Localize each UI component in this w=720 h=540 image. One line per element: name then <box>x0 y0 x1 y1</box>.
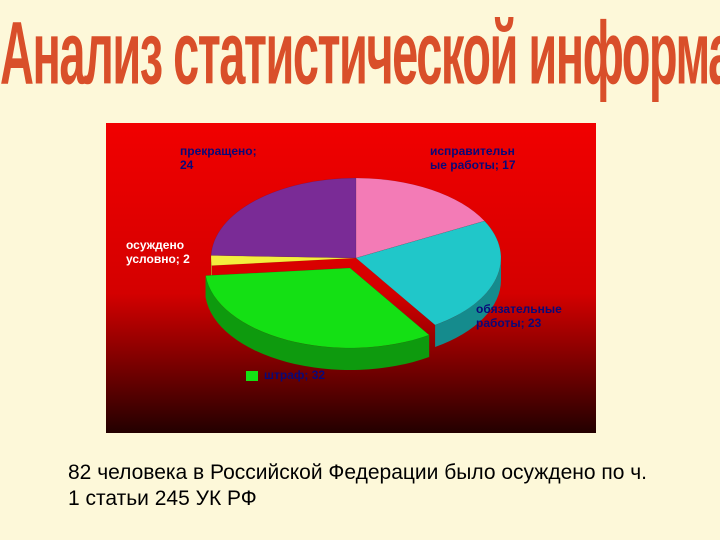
slide-title: Анализ статистической информации <box>0 0 720 105</box>
pie-slice-label: исправительные работы; 17 <box>430 145 516 173</box>
pie-slice-label: обязательныеработы; 23 <box>476 303 562 331</box>
pie-chart-frame: исправительные работы; 17 обязательныераб… <box>106 123 596 433</box>
pie-slice-label: прекращено;24 <box>180 145 257 173</box>
pie-slice-label: штраф; 32 <box>264 369 325 383</box>
pie-slice-label: осужденоусловно; 2 <box>126 239 190 267</box>
slide-caption: 82 человека в Российской Федерации было … <box>68 460 658 513</box>
pie-slice <box>211 178 356 258</box>
slide: Анализ статистической информации исправи… <box>0 0 720 540</box>
legend-swatch <box>246 371 258 381</box>
